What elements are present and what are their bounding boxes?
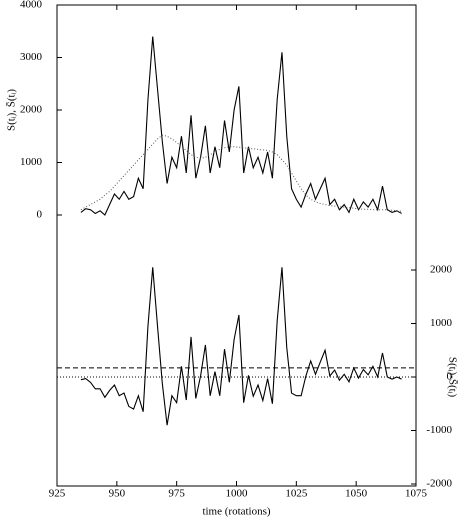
- y-tick-label: -1000: [426, 424, 452, 436]
- x-tick-label: 1075: [405, 488, 428, 500]
- data-line: [80, 267, 402, 426]
- plot-frame: [56, 4, 417, 487]
- x-axis-label: time (rotations): [202, 506, 270, 518]
- y-axis-label: S(tᵢ)-S̄(tᵢ): [446, 357, 458, 398]
- y-tick-label: 0: [37, 209, 43, 221]
- x-tick-label: 1025: [285, 488, 308, 500]
- y-axis-label: S(tᵢ), S̄(tᵢ): [5, 89, 17, 131]
- x-tick-label: 975: [168, 488, 185, 500]
- x-tick-label: 1050: [345, 488, 368, 500]
- y-tick-label: 0: [447, 371, 453, 383]
- data-line: [80, 36, 402, 216]
- x-tick-label: 925: [49, 488, 66, 500]
- y-tick-label: 3000: [20, 51, 43, 63]
- y-tick-label: 2000: [430, 264, 453, 276]
- x-tick-label: 950: [109, 488, 126, 500]
- y-tick-label: 1000: [20, 156, 43, 168]
- y-tick-label: 4000: [20, 0, 43, 11]
- y-tick-label: 1000: [430, 317, 453, 329]
- x-tick-label: 1000: [226, 488, 249, 500]
- y-tick-label: 2000: [20, 104, 43, 116]
- y-tick-label: -2000: [426, 478, 452, 490]
